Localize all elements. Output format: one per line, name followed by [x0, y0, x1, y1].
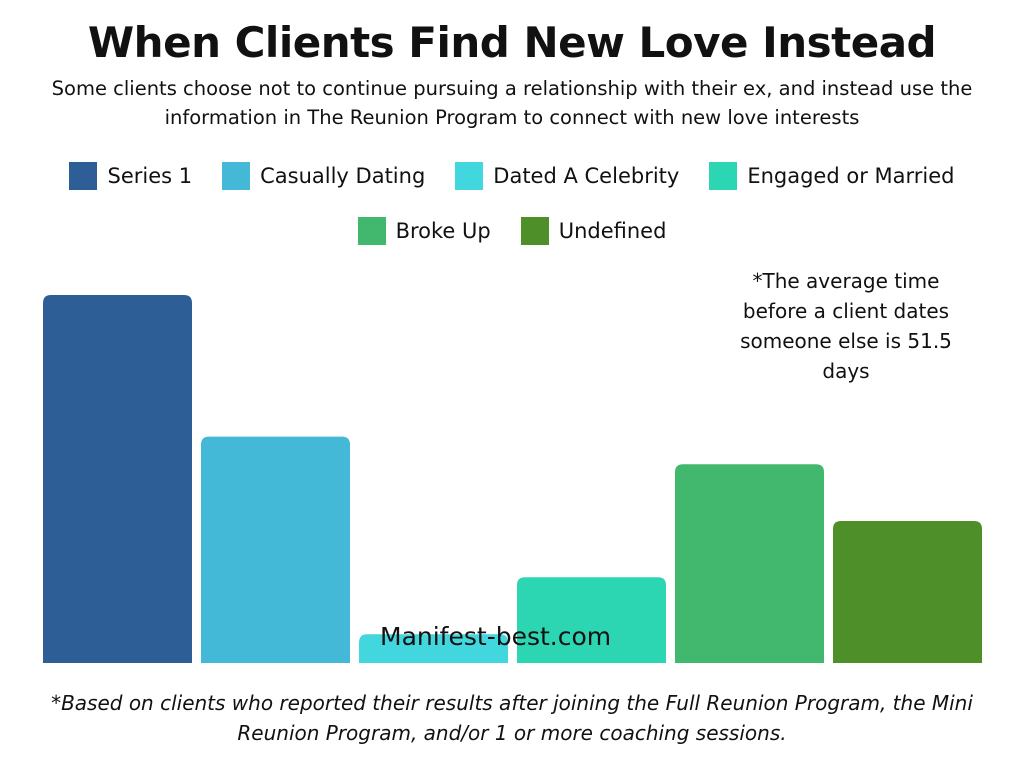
legend-item-undefined: Undefined: [520, 217, 667, 245]
bar-engaged-or-married: [517, 577, 666, 663]
legend-item-broke-up: Broke Up: [357, 217, 491, 245]
legend-swatch-series-1: [69, 162, 98, 190]
legend-item-engaged-or-married: Engaged or Married: [709, 162, 955, 190]
legend-row-2: Broke Up Undefined: [0, 217, 1024, 245]
bar-casually-dating: [201, 436, 350, 663]
average-time-note: *The average time before a client dates …: [740, 269, 952, 383]
legend-label-series-1: Series 1: [107, 164, 193, 188]
legend-swatch-dated-a-celebrity: [455, 162, 484, 190]
legend-row-1: Series 1 Casually Dating Dated A Celebri…: [0, 162, 1024, 190]
legend-swatch-casually-dating: [222, 162, 251, 190]
legend-label-casually-dating: Casually Dating: [260, 164, 426, 188]
bar-dated-a-celebrity: [359, 634, 508, 663]
bar-series-1: [43, 295, 192, 663]
bar-undefined: [833, 520, 982, 663]
legend-item-dated-a-celebrity: Dated A Celebrity: [455, 162, 679, 190]
legend-swatch-undefined: [520, 217, 549, 245]
legend-label-broke-up: Broke Up: [395, 219, 491, 243]
legend-item-series-1: Series 1: [69, 162, 192, 190]
bar-broke-up: [675, 464, 824, 663]
chart-title: When Clients Find New Love Instead: [87, 18, 937, 67]
legend-swatch-broke-up: [357, 217, 386, 245]
footnote: *Based on clients who reported their res…: [51, 691, 973, 745]
legend-item-casually-dating: Casually Dating: [222, 162, 425, 190]
legend-label-engaged-or-married: Engaged or Married: [747, 164, 955, 188]
legend-label-undefined: Undefined: [558, 219, 667, 243]
chart-subtitle: Some clients choose not to continue purs…: [51, 77, 973, 129]
legend-swatch-engaged-or-married: [709, 162, 738, 190]
watermark-text: Manifest-best.com: [380, 622, 612, 651]
legend-label-dated-a-celebrity: Dated A Celebrity: [493, 164, 680, 188]
